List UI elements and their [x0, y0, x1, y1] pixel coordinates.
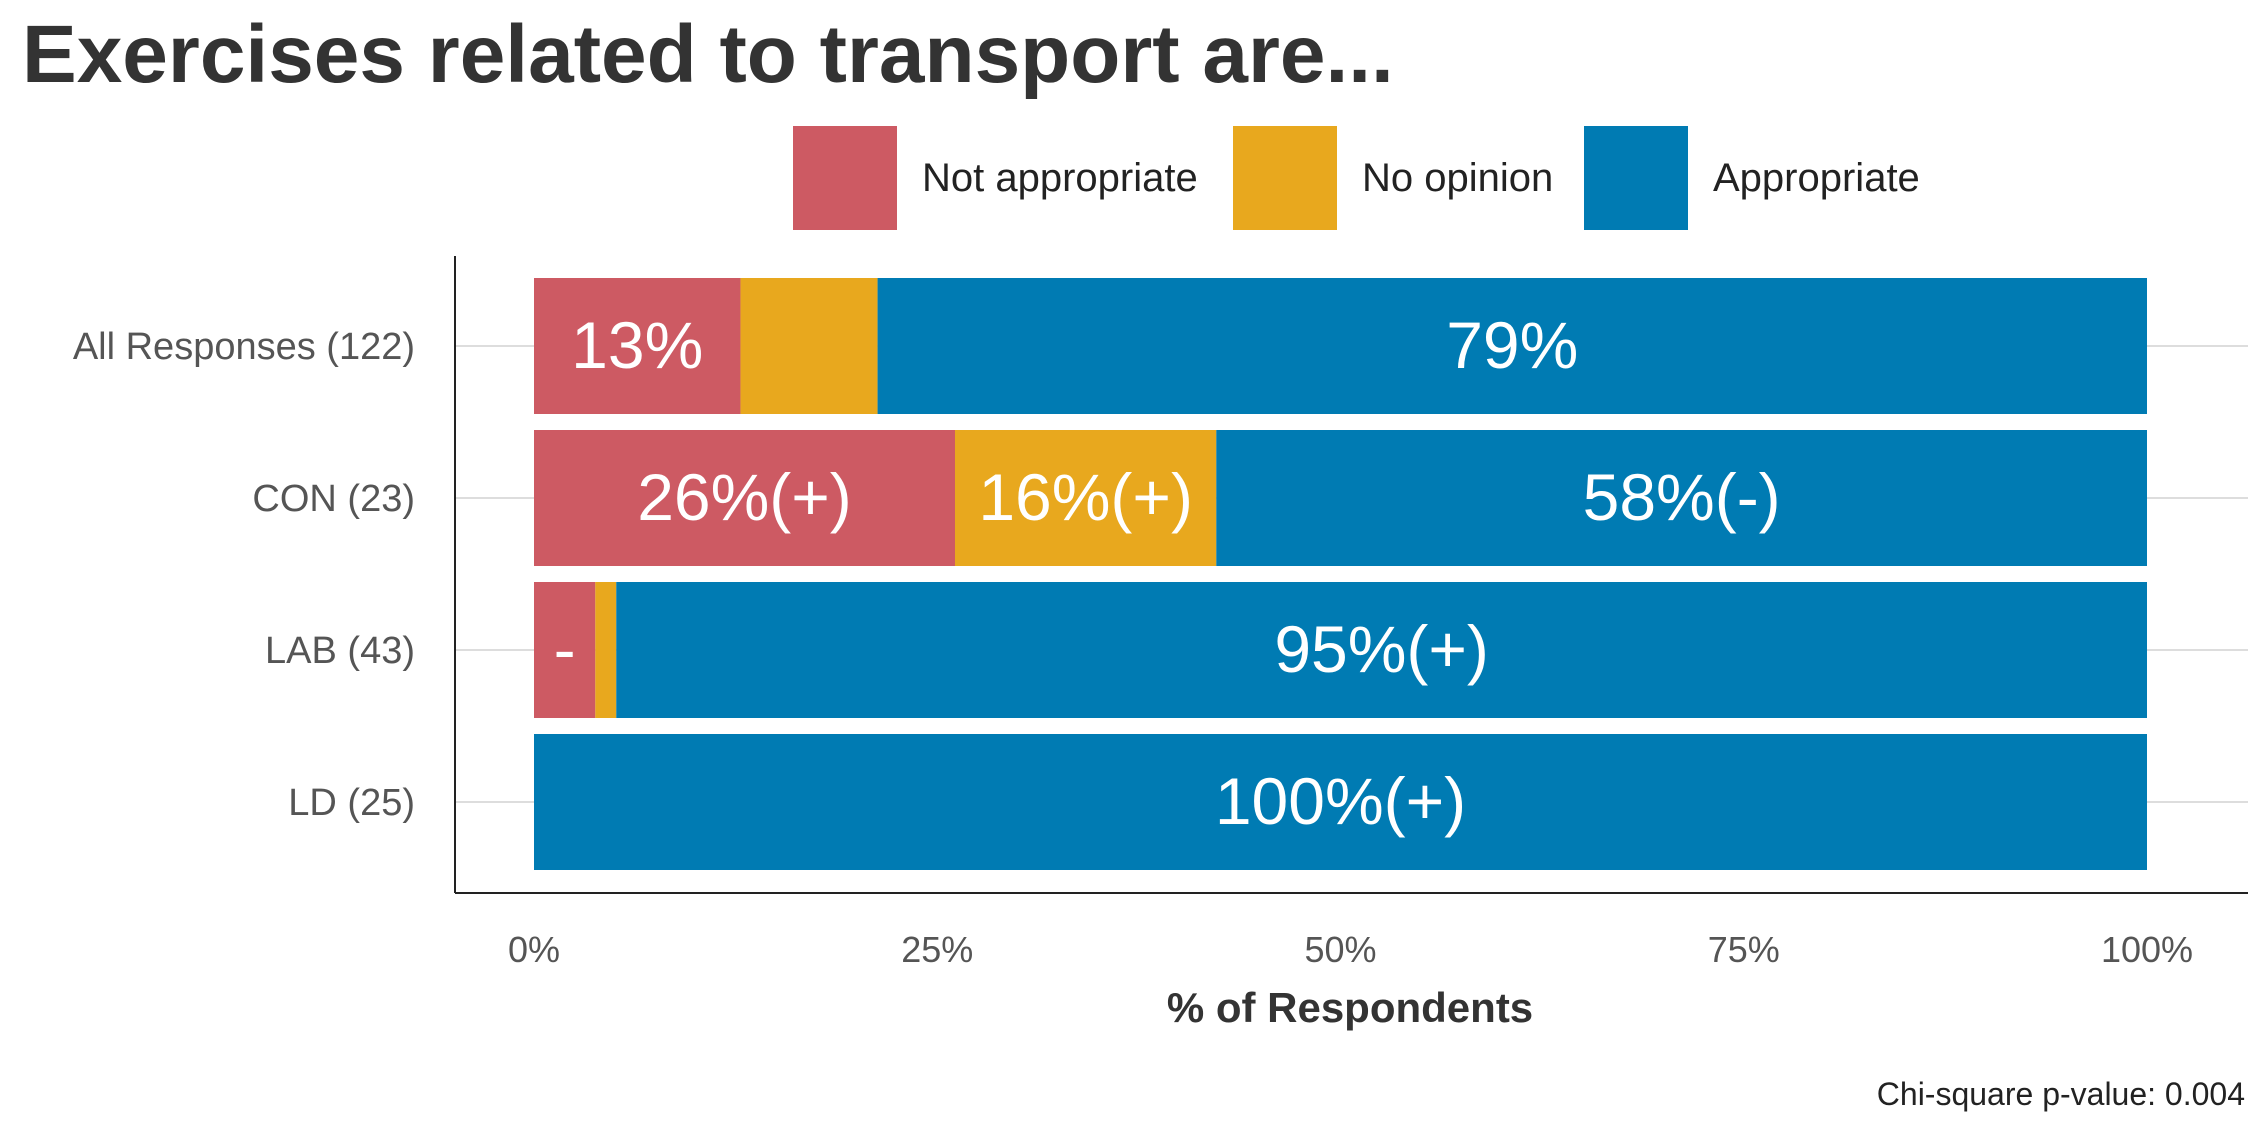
x-axis-title: % of Respondents	[1167, 984, 1533, 1031]
legend-item-appropriate: Appropriate	[1584, 126, 1920, 230]
legend-label: Appropriate	[1713, 156, 1920, 200]
category-label: LD (25)	[288, 782, 415, 824]
bar-segment-appropriate	[877, 278, 2147, 414]
legend-label: No opinion	[1362, 156, 1553, 200]
chart-title: Exercises related to transport are...	[22, 9, 1394, 100]
category-label: LAB (43)	[265, 630, 415, 672]
x-tick-label: 0%	[508, 929, 560, 970]
bar-segment-no-opinion	[595, 582, 617, 718]
category-label: All Responses (122)	[73, 326, 415, 368]
bar-label: 95%(+)	[1274, 612, 1489, 686]
bar-segment-not-appropriate	[534, 582, 596, 718]
legend-item-not-appropriate: Not appropriate	[793, 126, 1198, 230]
legend-swatch	[1233, 126, 1337, 230]
legend-item-no-opinion: No opinion	[1233, 126, 1553, 230]
bar-row-lab-43: - 95%(+)	[534, 582, 2148, 718]
x-tick-label: 100%	[2101, 929, 2193, 970]
x-tick-label: 50%	[1304, 929, 1376, 970]
bar-segment-no-opinion	[740, 278, 878, 414]
legend-swatch	[793, 126, 897, 230]
bar-segment-no-opinion	[954, 430, 1217, 566]
bar-segment-appropriate	[534, 734, 2147, 870]
category-label: CON (23)	[252, 478, 415, 520]
x-tick-label: 25%	[901, 929, 973, 970]
bar-segment-appropriate	[1216, 430, 2147, 566]
bar-segment-not-appropriate	[534, 278, 741, 414]
bar-row-all-responses-122: 13% 79%	[534, 278, 2147, 414]
footnote: Chi-square p-value: 0.004	[1877, 1076, 2245, 1112]
axes	[454, 256, 2248, 894]
legend-swatch	[1584, 126, 1688, 230]
bar-label: 100%(+)	[1215, 764, 1466, 838]
bar-label: 26%(+)	[637, 460, 852, 534]
legend: Not appropriate No opinion Appropriate	[793, 126, 1920, 230]
category-labels: All Responses (122) CON (23) LAB (43) LD (2…	[73, 326, 415, 824]
bar-label: -	[554, 612, 576, 686]
bar-row-con-23: 26%(+) 16%(+) 58%(-)	[534, 430, 2147, 566]
bar-segment-appropriate	[616, 582, 2148, 718]
legend-label: Not appropriate	[922, 156, 1198, 200]
bar-label: 13%	[571, 308, 703, 382]
bar-label: 79%	[1446, 308, 1578, 382]
x-tick-labels: 0% 25% 50% 75% 100%	[508, 929, 2193, 970]
gridlines	[455, 345, 2248, 803]
bar-label: 58%(-)	[1583, 460, 1781, 534]
x-tick-label: 75%	[1708, 929, 1780, 970]
bar-segment-not-appropriate	[534, 430, 955, 566]
bar-label: 16%(+)	[978, 460, 1193, 534]
bar-row-ld-25: 100%(+)	[534, 734, 2147, 870]
bars: 13% 79% 26%(+) 16%(+) 58%(-) - 95%(+) 100%(+)	[534, 278, 2148, 870]
